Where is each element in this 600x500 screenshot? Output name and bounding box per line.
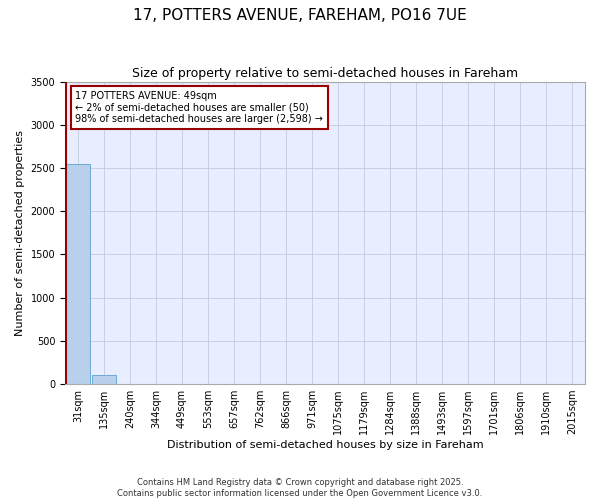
Text: 17 POTTERS AVENUE: 49sqm
← 2% of semi-detached houses are smaller (50)
98% of se: 17 POTTERS AVENUE: 49sqm ← 2% of semi-de… [76,90,323,124]
Title: Size of property relative to semi-detached houses in Fareham: Size of property relative to semi-detach… [132,68,518,80]
Text: 17, POTTERS AVENUE, FAREHAM, PO16 7UE: 17, POTTERS AVENUE, FAREHAM, PO16 7UE [133,8,467,22]
Bar [67,164,90,384]
Text: Contains HM Land Registry data © Crown copyright and database right 2025.
Contai: Contains HM Land Registry data © Crown c… [118,478,482,498]
X-axis label: Distribution of semi-detached houses by size in Fareham: Distribution of semi-detached houses by … [167,440,484,450]
Y-axis label: Number of semi-detached properties: Number of semi-detached properties [15,130,25,336]
Bar [92,375,116,384]
